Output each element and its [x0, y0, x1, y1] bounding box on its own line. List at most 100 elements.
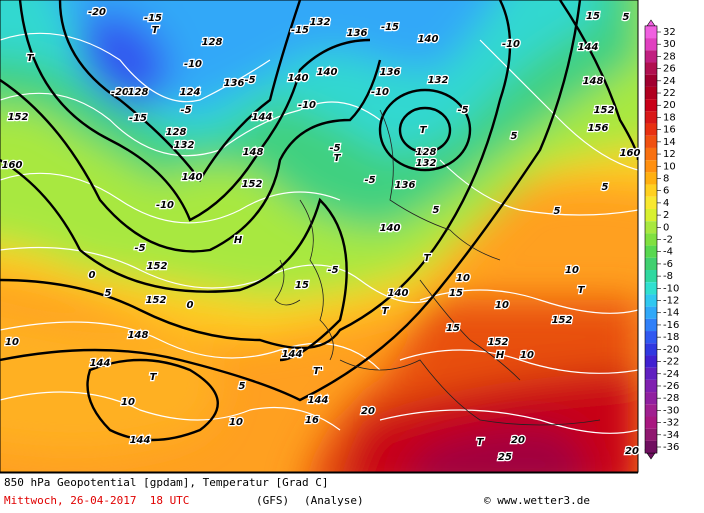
map-label: T: [152, 25, 160, 36]
map-label: -5: [327, 265, 338, 276]
legend-label: 8: [663, 173, 669, 184]
legend-swatch: [645, 111, 657, 124]
map-label: 15: [586, 11, 600, 22]
map-label: 132: [416, 158, 437, 169]
legend-label: 30: [663, 39, 676, 50]
legend-swatch: [645, 99, 657, 112]
legend-label: 22: [663, 88, 676, 99]
map-label: 152: [146, 295, 167, 306]
map-label: 10: [121, 397, 135, 408]
map-label: 15: [446, 323, 460, 334]
map-label: -10: [371, 87, 389, 98]
map-label: 144: [578, 42, 599, 53]
legend-label: 24: [663, 76, 676, 87]
map-label: 156: [588, 123, 609, 134]
map-label: 128: [202, 37, 223, 48]
legend-swatch: [645, 294, 657, 307]
map-label: 25: [498, 452, 512, 463]
legend-swatch: [645, 355, 657, 368]
footer-run: (Analyse): [304, 494, 364, 507]
map-label: 132: [428, 75, 449, 86]
legend-label: -18: [663, 332, 679, 343]
legend-swatch: [645, 74, 657, 87]
legend-label: -26: [663, 381, 679, 392]
map-label: -5: [180, 105, 191, 116]
legend-label: -4: [663, 247, 673, 258]
map-label: T: [578, 285, 586, 296]
footer-title: 850 hPa Geopotential [gpdam], Temperatur…: [4, 476, 329, 489]
legend-label: 18: [663, 112, 676, 123]
map-label: -10: [502, 39, 520, 50]
legend-label: 2: [663, 210, 669, 221]
map-label: T: [150, 372, 158, 383]
map-label: 124: [180, 87, 201, 98]
isotherms: [0, 32, 638, 434]
map-label: 20: [625, 446, 639, 457]
map-label: 0: [187, 300, 194, 311]
geopotential-contours: [0, 0, 638, 442]
map-label: -5: [457, 105, 468, 116]
map-label: T: [27, 53, 35, 64]
legend-label: 16: [663, 125, 676, 136]
legend-swatch: [645, 440, 657, 454]
legend-label: -36: [663, 442, 679, 453]
footer-model: (GFS): [256, 494, 289, 507]
map-label: 128: [166, 127, 187, 138]
legend-swatch: [645, 367, 657, 380]
map-label: -5: [364, 175, 375, 186]
legend-label: 14: [663, 137, 676, 148]
legend-swatch: [645, 331, 657, 344]
map-label: 128: [128, 87, 149, 98]
legend-label: 32: [663, 27, 676, 38]
map-label: -10: [184, 59, 202, 70]
legend-swatch: [645, 282, 657, 295]
map-label: T: [477, 437, 485, 448]
legend-label: 12: [663, 149, 676, 160]
coastlines: [274, 109, 601, 426]
map-label: 140: [288, 73, 309, 84]
map-label: 10: [229, 417, 243, 428]
legend-label: 28: [663, 51, 676, 62]
map-label: 152: [552, 315, 573, 326]
legend-swatch: [645, 25, 657, 39]
legend-label: -16: [663, 320, 679, 331]
map-area: [0, 0, 638, 472]
legend-swatch: [645, 221, 657, 234]
map-label: 5: [554, 206, 561, 217]
color-legend: 32302826242220181614121086420-2-4-6-8-10…: [644, 19, 679, 460]
map-label: -15: [144, 13, 162, 24]
legend-swatch: [645, 318, 657, 332]
legend-label: -32: [663, 418, 679, 429]
legend-swatch: [645, 392, 657, 405]
legend-swatch: [645, 50, 657, 63]
legend-label: -34: [663, 430, 679, 441]
legend-swatch: [645, 123, 657, 136]
legend-label: -10: [663, 283, 679, 294]
map-label: 128: [416, 147, 437, 158]
map-label: 0: [89, 270, 96, 281]
map-label: 20: [361, 406, 375, 417]
legend-swatch: [645, 196, 657, 209]
map-label: 152: [488, 337, 509, 348]
map-label: H: [234, 235, 243, 246]
map-label: 144: [308, 395, 329, 406]
map-label: -5: [329, 143, 340, 154]
map-label: 160: [2, 160, 23, 171]
map-label: -10: [298, 100, 316, 111]
map-label: 20: [511, 435, 525, 446]
map-label: 152: [594, 105, 615, 116]
legend-swatch: [645, 208, 657, 222]
legend-frame: [644, 25, 658, 454]
map-label: 132: [174, 140, 195, 151]
legend-swatch: [645, 147, 657, 161]
map-label: 144: [90, 358, 111, 369]
map-label: -15: [291, 25, 309, 36]
legend-label: -28: [663, 393, 679, 404]
map-frame: [0, 0, 639, 473]
map-label: 140: [182, 172, 203, 183]
legend-label: -30: [663, 405, 679, 416]
legend-swatch: [645, 428, 657, 441]
map-label: T: [424, 253, 432, 264]
legend-swatch: [645, 416, 657, 429]
